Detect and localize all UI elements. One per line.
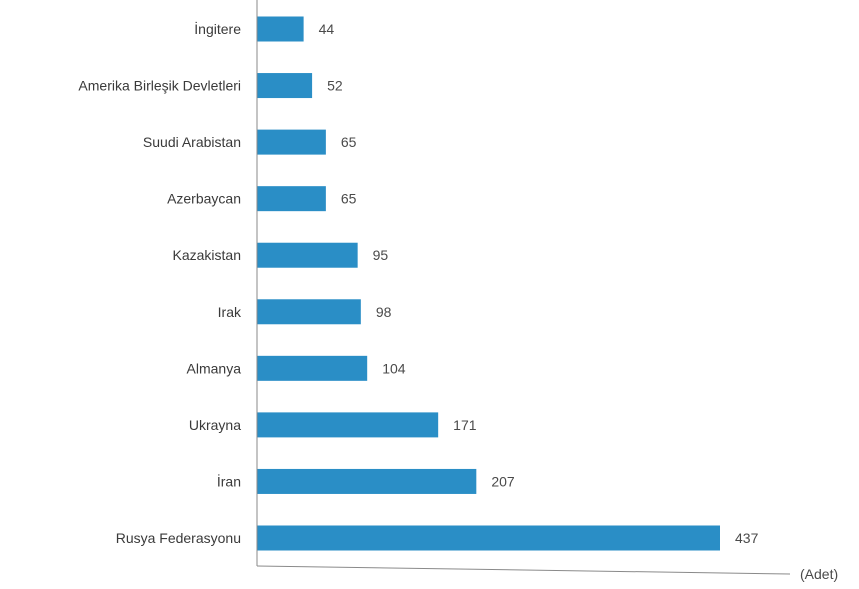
bar [257, 242, 358, 268]
bar [257, 355, 368, 381]
category-labels-group: İngitere Amerika Birleşik Devletleri Suudi… [78, 20, 242, 546]
category-label: Ukrayna [189, 417, 241, 433]
bar [257, 16, 304, 42]
value-label: 65 [341, 191, 357, 207]
value-labels-group: 44 52 65 65 95 98 104 171 207 437 [319, 21, 759, 546]
x-axis-line [256, 565, 791, 575]
bar [257, 412, 439, 438]
value-label: 104 [382, 360, 406, 376]
bar [257, 73, 313, 99]
value-label: 437 [735, 530, 759, 546]
category-label: Kazakistan [173, 247, 241, 263]
category-label: İngitere [194, 20, 241, 37]
value-label: 95 [373, 247, 389, 263]
category-label: Almanya [187, 360, 242, 376]
bars-group [257, 16, 720, 551]
category-label: Azerbaycan [167, 191, 241, 207]
bar [257, 525, 720, 551]
value-label: 171 [453, 417, 477, 433]
value-label: 52 [327, 78, 343, 94]
category-label: Rusya Federasyonu [116, 530, 241, 546]
category-label: Irak [218, 304, 242, 320]
value-label: 98 [376, 304, 392, 320]
bar [257, 299, 361, 325]
bar [257, 468, 477, 494]
bar [257, 129, 326, 155]
value-label: 207 [491, 473, 515, 489]
category-label: Suudi Arabistan [143, 134, 241, 150]
value-label: 44 [319, 21, 335, 37]
value-label: 65 [341, 134, 357, 150]
x-axis-unit-label: (Adet) [800, 566, 838, 582]
category-label: Amerika Birleşik Devletleri [78, 78, 241, 94]
bar [257, 186, 326, 212]
category-label: İran [217, 472, 241, 489]
